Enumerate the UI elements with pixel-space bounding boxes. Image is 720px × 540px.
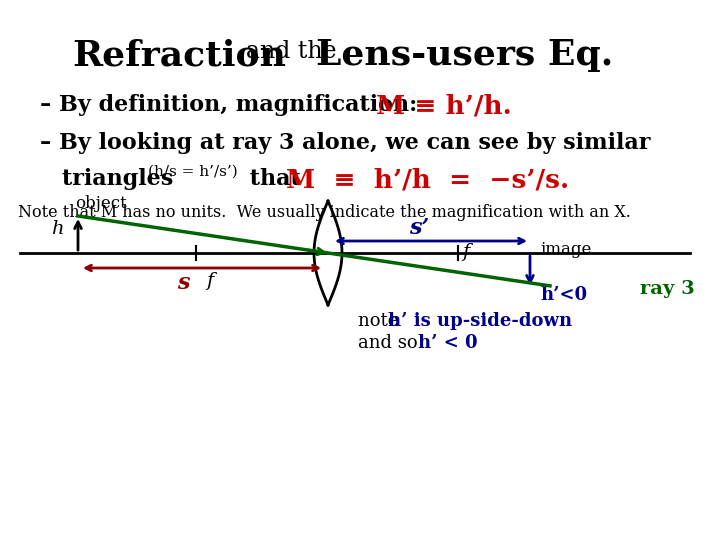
Text: object: object — [75, 195, 127, 212]
Text: note: note — [358, 312, 404, 330]
Text: and so: and so — [358, 334, 423, 352]
Text: Lens-users Eq.: Lens-users Eq. — [316, 38, 613, 72]
Text: f: f — [207, 272, 214, 290]
Text: h: h — [52, 220, 64, 239]
Text: s’: s’ — [409, 217, 429, 239]
Text: M ≡ h’/h.: M ≡ h’/h. — [376, 94, 512, 119]
Text: ray 3: ray 3 — [640, 280, 695, 298]
Text: f: f — [462, 243, 469, 261]
Text: Note that M has no units.  We usually indicate the magnification with an X.: Note that M has no units. We usually ind… — [18, 204, 631, 221]
Text: (h/s = h’/s’): (h/s = h’/s’) — [148, 165, 238, 179]
Text: triangles: triangles — [62, 168, 181, 190]
Text: image: image — [540, 241, 591, 259]
Text: – By definition, magnification:: – By definition, magnification: — [40, 94, 425, 116]
Text: Refraction: Refraction — [72, 38, 286, 72]
Text: M  ≡  h’/h  =  −s’/s.: M ≡ h’/h = −s’/s. — [286, 168, 569, 193]
Text: h’<0: h’<0 — [540, 286, 587, 304]
Text: – By looking at ray 3 alone, we can see by similar: – By looking at ray 3 alone, we can see … — [40, 132, 650, 154]
Text: h’ is up-side-down: h’ is up-side-down — [388, 312, 572, 330]
Text: s: s — [176, 272, 189, 294]
Text: h’ < 0: h’ < 0 — [418, 334, 477, 352]
Text: that: that — [242, 168, 316, 190]
Text: and the: and the — [246, 40, 337, 63]
